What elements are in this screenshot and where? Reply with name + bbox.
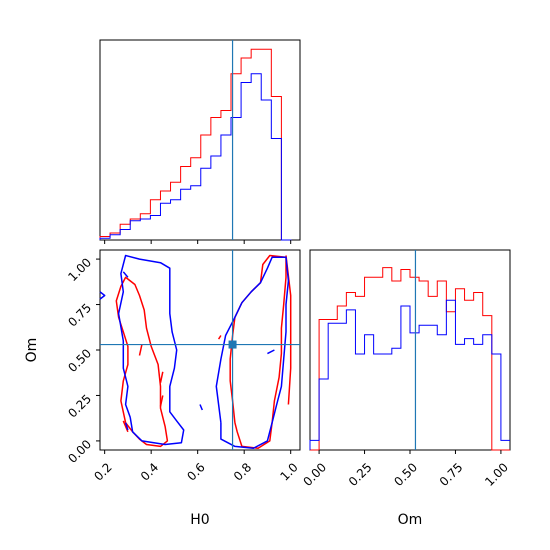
contour-xtick-label: 1.0 bbox=[277, 460, 300, 483]
h0-histogram-series-2 bbox=[99, 73, 292, 241]
om-histogram-series-2 bbox=[309, 299, 510, 450]
om-xtick-label: 0.00 bbox=[300, 460, 329, 489]
om-xtick-label: 0.75 bbox=[437, 460, 466, 489]
contour-series-1-level-7 bbox=[138, 344, 143, 356]
y-axis-label-om: Om bbox=[24, 338, 40, 363]
x-axis-label-h0: H0 bbox=[190, 512, 209, 528]
contour-series-2-level-5 bbox=[199, 404, 203, 411]
contour-series-1-level-4 bbox=[159, 371, 164, 383]
om-xtick-label: 0.50 bbox=[391, 460, 420, 489]
contour-series-2-level-1 bbox=[117, 254, 185, 446]
contour-xtick-label: 0.8 bbox=[231, 460, 254, 483]
contour-series-2-level-7 bbox=[124, 422, 129, 431]
contour-series-2-level-3 bbox=[99, 291, 106, 300]
om-xtick-label: 1.00 bbox=[482, 460, 511, 489]
contour-series-2-level-2 bbox=[215, 256, 290, 449]
contour-truth-marker bbox=[228, 340, 237, 349]
contour-ytick-label: 0.50 bbox=[65, 346, 94, 375]
contour-ytick-label: 0.75 bbox=[65, 301, 94, 330]
contour-series-2-level-4 bbox=[122, 271, 129, 278]
contour-ytick-label: 0.25 bbox=[65, 392, 94, 421]
contour-series-1-level-1 bbox=[115, 276, 169, 448]
om-xtick-label: 0.25 bbox=[346, 460, 375, 489]
h0-histogram-series-1 bbox=[99, 48, 292, 241]
contour-xtick-label: 0.2 bbox=[91, 460, 114, 483]
contour-ytick-label: 0.00 bbox=[65, 437, 94, 466]
contour-series-1-level-5 bbox=[159, 395, 164, 407]
om-histogram-series-1 bbox=[310, 267, 510, 451]
contour-series-2-level-6 bbox=[267, 349, 275, 355]
contour-xtick-label: 0.6 bbox=[184, 460, 207, 483]
h0-marginal-frame bbox=[99, 39, 301, 241]
om-marginal-frame bbox=[309, 249, 511, 451]
contour-ytick-label: 1.00 bbox=[65, 255, 94, 284]
x-axis-label-om: Om bbox=[398, 512, 423, 528]
contour-xtick-label: 0.4 bbox=[138, 460, 161, 483]
contour-series-1-level-6 bbox=[217, 335, 222, 340]
